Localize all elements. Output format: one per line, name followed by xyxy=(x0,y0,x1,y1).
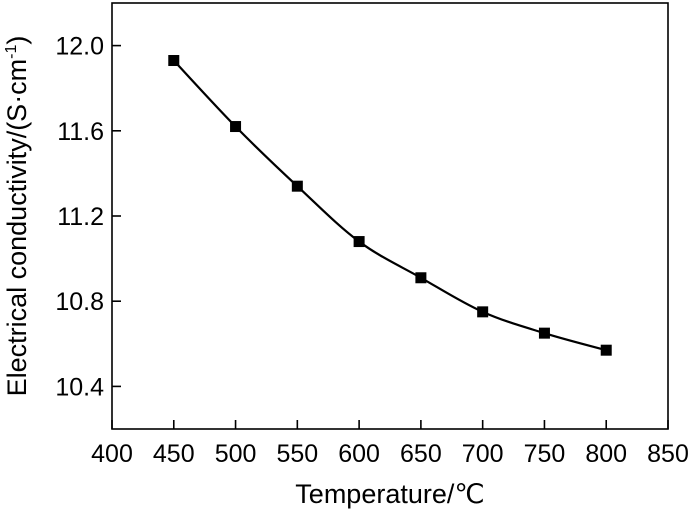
x-tick-label: 850 xyxy=(647,440,689,468)
data-point xyxy=(230,121,242,133)
series-markers xyxy=(168,55,612,356)
x-tick-label: 500 xyxy=(215,440,257,468)
data-point xyxy=(168,55,180,67)
tick-marks xyxy=(111,44,669,429)
x-tick-label: 650 xyxy=(400,440,442,468)
data-point xyxy=(538,327,550,339)
y-axis-title-main: Electrical conductivity/(S·cm xyxy=(2,59,32,397)
y-tick-label: 11.2 xyxy=(57,203,104,231)
y-tick-label: 10.4 xyxy=(55,373,104,401)
data-point xyxy=(291,180,303,192)
x-axis-title: Temperature/℃ xyxy=(295,479,484,509)
y-tick-label: 12.0 xyxy=(55,33,104,61)
y-tick-label: 10.8 xyxy=(55,288,104,316)
x-tick-label: 750 xyxy=(524,440,566,468)
y-tick-labels: 10.4 10.8 11.2 11.6 12.0 xyxy=(55,33,104,402)
data-point xyxy=(600,344,612,356)
y-axis-title: Electrical conductivity/(S·cm-1) xyxy=(2,36,32,397)
y-axis-title-superscript: -1 xyxy=(3,44,20,58)
x-tick-label: 400 xyxy=(91,440,133,468)
y-axis-title-suffix: ) xyxy=(2,36,32,45)
x-tick-label: 550 xyxy=(276,440,318,468)
plot-frame xyxy=(111,2,669,430)
x-tick-label: 450 xyxy=(153,440,195,468)
x-tick-label: 700 xyxy=(462,440,504,468)
x-tick-label: 800 xyxy=(585,440,627,468)
data-point xyxy=(353,236,365,248)
series-line xyxy=(172,59,607,352)
x-tick-label: 600 xyxy=(338,440,380,468)
data-point xyxy=(415,272,427,284)
x-tick-labels: 400 450 500 550 600 650 700 750 800 850 xyxy=(91,440,689,468)
y-tick-label: 11.6 xyxy=(57,118,104,146)
data-point xyxy=(477,306,489,318)
